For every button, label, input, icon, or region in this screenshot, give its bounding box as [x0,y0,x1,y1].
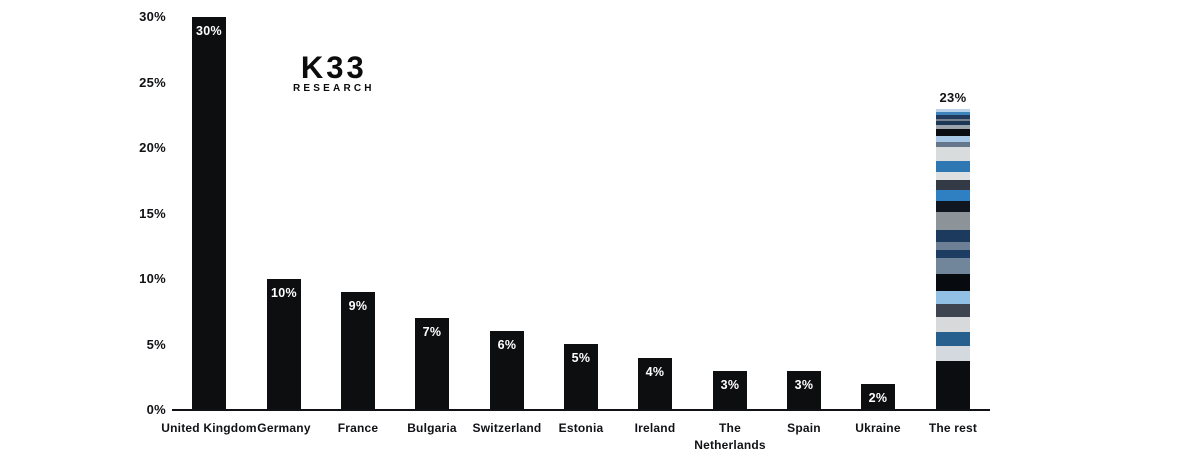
x-category-label: The Netherlands [694,421,766,452]
stacked-segment [936,147,970,162]
bar-germany: 10% [267,279,301,410]
stacked-segment [936,361,970,410]
bar-value-label: 7% [422,325,442,339]
stacked-segment [936,332,970,347]
stacked-segment [936,119,970,122]
stacked-segment [936,346,970,362]
stacked-segment [936,125,970,130]
bar-ukraine: 2% [861,384,895,410]
x-category-label: Switzerland [472,421,542,435]
bar-the-rest: 23% [936,90,970,410]
y-tick-label: 5% [146,336,166,352]
y-tick-label: 0% [146,402,166,417]
stacked-segment [936,109,970,113]
y-tick-label: 15% [139,205,166,221]
bar-the-netherlands: 3% [713,371,747,410]
bar-united-kingdom: 30% [192,17,226,410]
y-tick-label: 20% [139,140,166,155]
k33-research-logo: K33 RESEARCH [293,52,375,94]
x-category-label: Germany [257,421,311,435]
stacked-segment [936,179,970,190]
stacked-segment [936,273,970,291]
k33-logo-text: K33 [300,49,367,86]
x-category-label: Spain [787,421,821,435]
bar-value-label: 23% [939,90,967,105]
stacked-segment [936,242,970,251]
stacked-segment [936,211,970,231]
x-category-label: France [337,421,379,435]
y-tick-label: 10% [139,271,166,286]
bar-value-label: 3% [794,378,814,392]
bar-france: 9% [341,292,375,410]
stacked-segment [936,290,970,304]
stacked-segment [936,250,970,259]
stacked-segment [936,161,970,172]
stacked-segment [936,142,970,148]
bar-value-label: 2% [868,391,888,405]
bar-bulgaria: 7% [415,318,449,410]
x-category-label: The rest [928,421,978,435]
bar-value-label: 9% [348,299,368,313]
stacked-segment [936,230,970,243]
bar-switzerland: 6% [490,331,524,410]
stacked-segment [936,129,970,137]
stacked-segment [936,200,970,212]
y-tick-label: 30% [139,9,166,24]
stacked-segment [936,303,970,317]
bar-estonia: 5% [564,344,598,410]
x-category-label: Ireland [634,421,676,435]
bar-value-label: 6% [497,338,517,352]
x-axis-line [172,409,990,411]
bar-value-label: 30% [196,24,222,38]
bar-spain: 3% [787,371,821,410]
stacked-segment [936,316,970,333]
stacked-segment [936,121,970,126]
x-category-label: Bulgaria [407,421,457,435]
x-category-label: United Kingdom [161,421,257,435]
y-tick-label: 25% [139,74,166,90]
bar-ireland: 4% [638,358,672,410]
bar-value-label: 3% [720,378,740,392]
stacked-segment [936,136,970,143]
stacked-segment [936,171,970,180]
x-category-label: Estonia [558,421,604,435]
x-category-label: Ukraine [855,421,901,435]
stacked-segment [936,189,970,201]
k33-logo-subtext: RESEARCH [293,83,375,94]
stacked-segment [936,112,970,116]
stacked-segment [936,258,970,274]
bar-value-label: 4% [645,365,665,379]
stacked-segment [936,115,970,120]
bar-value-label: 10% [271,286,297,300]
bar-value-label: 5% [571,351,591,365]
